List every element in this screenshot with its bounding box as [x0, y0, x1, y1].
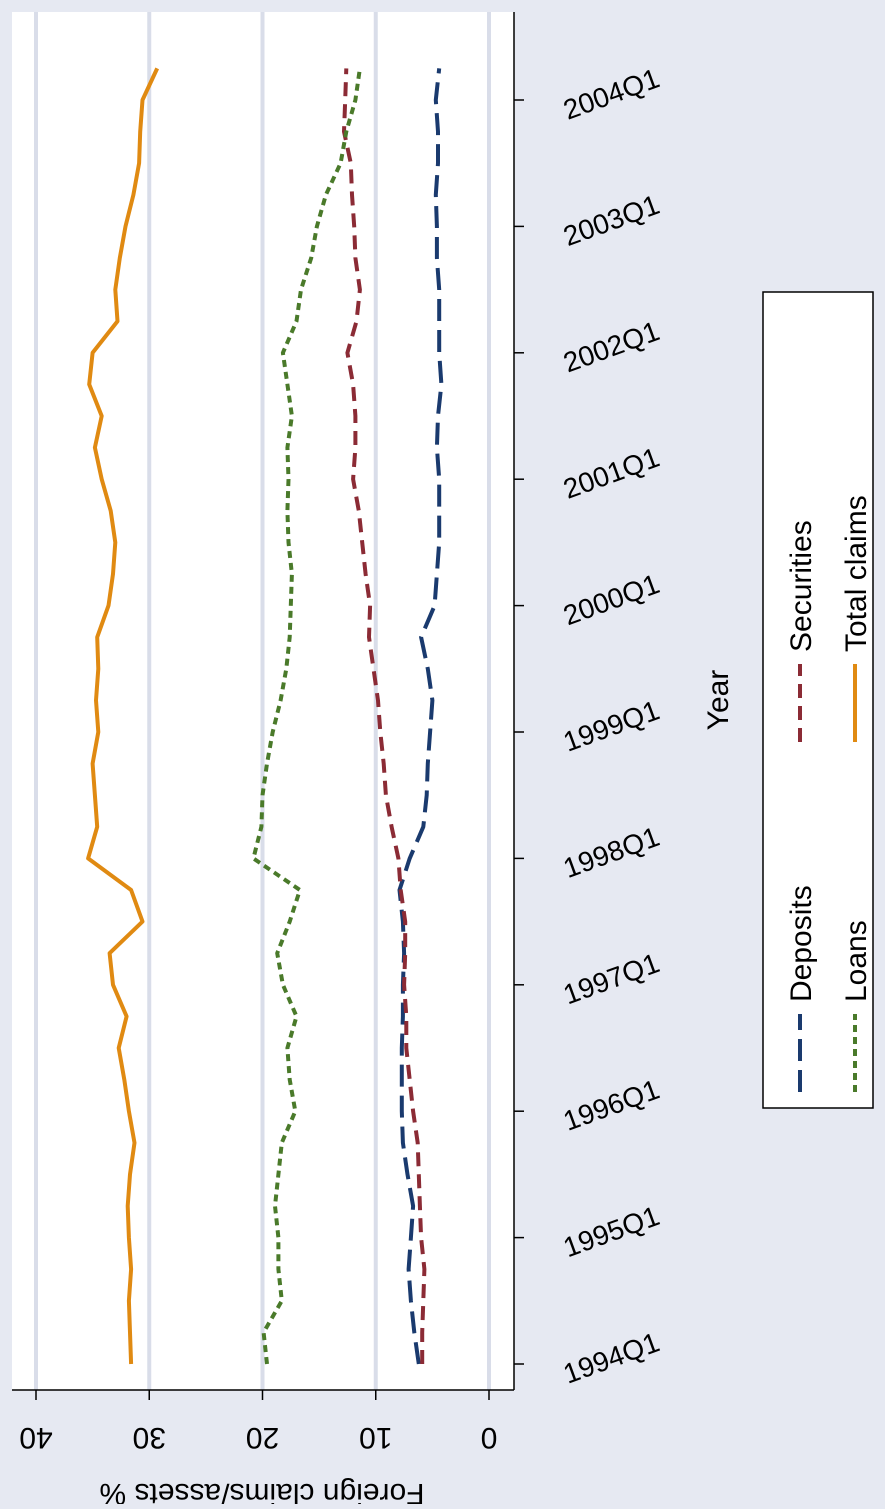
series-line-loans: [251, 68, 362, 1365]
x-axis-ticks: 1994Q1 1995Q1 1996Q1 1997Q1 1998Q1 1999Q1 2000…: [514, 62, 663, 1390]
x-tick-label: 1995Q1: [559, 1200, 663, 1263]
x-tick-label: 1999Q1: [559, 694, 663, 757]
x-tick-label: 2000Q1: [559, 568, 663, 631]
legend-label: Securities: [785, 520, 818, 652]
y-tick-label: 20: [246, 1421, 279, 1454]
y-tick-label: 40: [19, 1421, 52, 1454]
legend-label: Deposits: [785, 885, 818, 1002]
y-tick-label: 0: [481, 1421, 498, 1454]
x-tick-label: 2001Q1: [559, 442, 663, 505]
series-line-total-claims: [86, 67, 160, 1365]
x-tick-label: 1998Q1: [559, 821, 663, 884]
x-tick-label: 2003Q1: [559, 189, 663, 252]
series-layer: [86, 67, 444, 1365]
x-tick-label: 1994Q1: [559, 1326, 663, 1389]
x-tick-label: 1997Q1: [559, 947, 663, 1010]
x-tick-label: 2002Q1: [559, 315, 663, 378]
x-tick-label: 2004Q1: [559, 62, 663, 125]
x-tick-label: 1996Q1: [559, 1074, 663, 1137]
x-axis-title: Year: [702, 670, 735, 731]
series-line-securities: [342, 68, 427, 1364]
legend: Deposits Securities Loans Total claims: [762, 291, 874, 1109]
y-tick-label: 10: [359, 1421, 392, 1454]
y-axis-title: Foreign claims/assets %: [99, 1477, 424, 1504]
y-axis-ticks: 0 10 20 30 40: [19, 1390, 497, 1454]
legend-label: Total claims: [840, 495, 873, 652]
y-tick-label: 30: [133, 1421, 166, 1454]
legend-label: Loans: [840, 920, 873, 1002]
grid-lines: [34, 12, 491, 1390]
series-line-deposits: [397, 68, 444, 1365]
